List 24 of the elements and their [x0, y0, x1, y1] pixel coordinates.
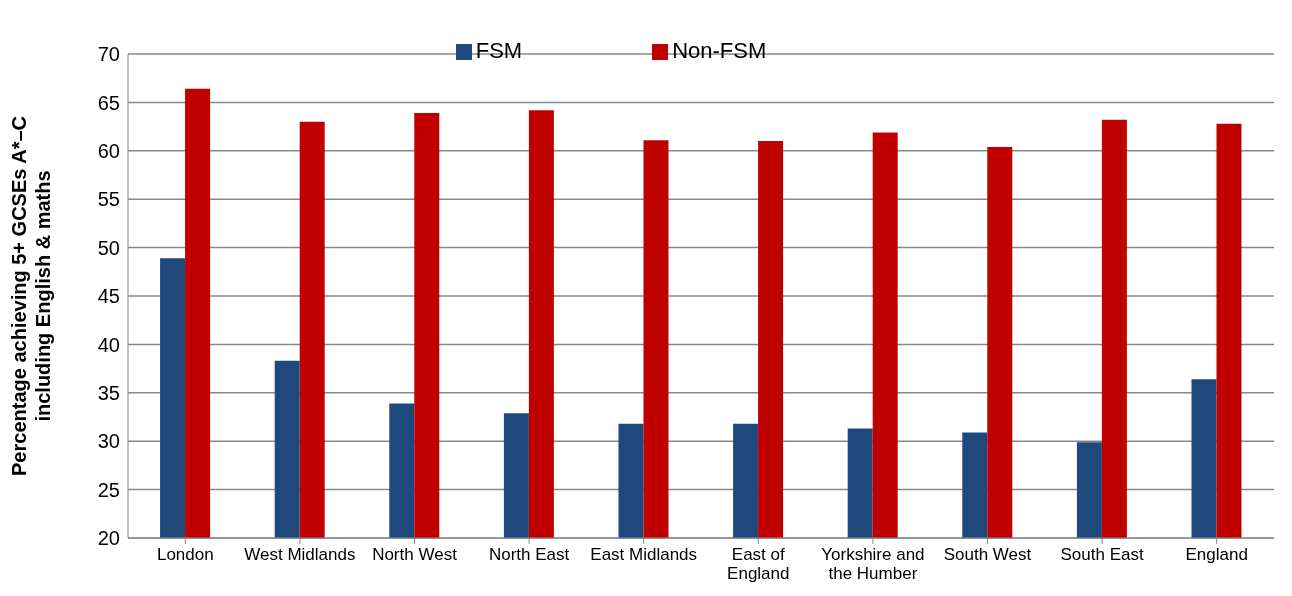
y-axis-title: Percentage achieving 5+ GCSEs A*–C including English & maths	[8, 116, 54, 476]
y-tick-label: 40	[97, 333, 120, 356]
y-tick-label: 35	[97, 381, 120, 404]
y-tick-label: 55	[97, 188, 120, 211]
y-tick-label: 25	[97, 478, 120, 501]
x-tick-label: North West	[372, 545, 458, 564]
x-tick-label: London	[156, 545, 214, 564]
x-tick-label: East Midlands	[590, 545, 698, 564]
x-tick-label: South West	[943, 545, 1032, 564]
y-tick-label: 60	[97, 139, 120, 162]
x-tick-label: England	[1185, 545, 1248, 564]
legend-label: FSM	[475, 38, 523, 63]
y-tick-label: 45	[97, 285, 120, 308]
y-tick-label: 50	[97, 236, 120, 259]
x-tick-label: South East	[1060, 545, 1144, 564]
x-tick-label: West Midlands	[244, 545, 356, 564]
y-tick-label: 70	[97, 43, 120, 66]
legend-label: Non-FSM	[672, 38, 767, 63]
x-tick-label: East of England	[727, 545, 790, 583]
x-tick-label: North East	[488, 545, 570, 564]
x-tick-label: Yorkshire and the Humber	[821, 545, 925, 583]
y-tick-label: 20	[97, 527, 120, 550]
y-tick-label: 30	[97, 430, 120, 453]
y-tick-label: 65	[97, 91, 120, 114]
